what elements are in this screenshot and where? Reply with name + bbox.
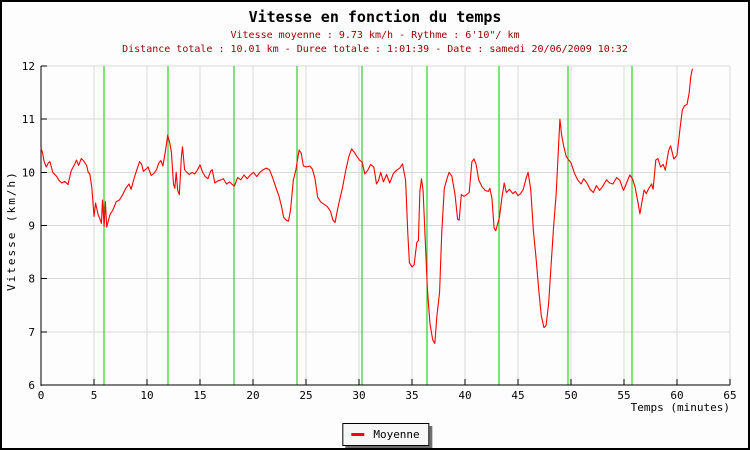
x-tick-label: 50 <box>564 389 577 402</box>
legend-series-swatch <box>351 433 365 436</box>
y-axis-label: Vitesse (km/h) <box>5 170 18 291</box>
x-axis-label: Temps (minutes) <box>631 401 730 414</box>
x-tick-label: 20 <box>246 389 259 402</box>
series-line-moyenne <box>40 68 693 345</box>
legend[interactable]: Moyenne <box>342 423 430 446</box>
x-tick-label: 30 <box>352 389 365 402</box>
y-tick-label: 9 <box>28 220 35 233</box>
y-tick-label: 7 <box>28 326 35 339</box>
x-tick-label: 45 <box>511 389 524 402</box>
x-tick-label: 55 <box>617 389 630 402</box>
legend-series-label: Moyenne <box>373 428 420 441</box>
chart-subtitle-pace: Vitesse moyenne : 9.73 km/h - Rythme : 6… <box>230 30 520 41</box>
chart-title: Vitesse en fonction du temps <box>248 8 502 26</box>
y-tick-label: 12 <box>22 60 35 73</box>
x-tick-label: 35 <box>405 389 418 402</box>
x-tick-label: 25 <box>299 389 312 402</box>
x-tick-label: 40 <box>458 389 471 402</box>
x-tick-label: 65 <box>723 389 736 402</box>
x-tick-label: 0 <box>38 389 45 402</box>
x-tick-label: 60 <box>670 389 683 402</box>
x-tick-label: 10 <box>140 389 153 402</box>
y-tick-label: 10 <box>22 166 35 179</box>
y-tick-label: 11 <box>22 113 35 126</box>
x-tick-label: 5 <box>91 389 98 402</box>
y-tick-label: 8 <box>28 273 35 286</box>
x-tick-label: 15 <box>193 389 206 402</box>
y-tick-label: 6 <box>28 379 35 392</box>
chart-subtitle-details: Distance totale : 10.01 km - Duree total… <box>122 44 628 55</box>
